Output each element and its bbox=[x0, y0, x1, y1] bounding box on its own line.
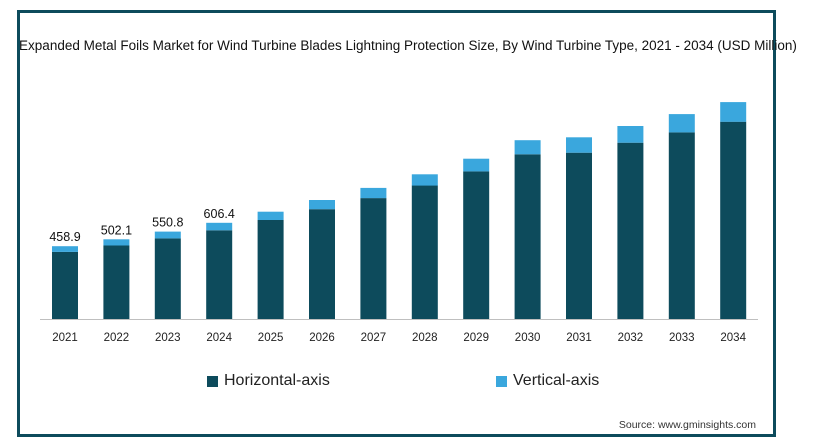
bar-vertical-axis-2026 bbox=[309, 200, 335, 210]
x-tick-label-2027: 2027 bbox=[361, 332, 387, 344]
bar-horizontal-axis-2030 bbox=[514, 154, 541, 319]
legend-swatch-horizontal-axis bbox=[207, 375, 218, 387]
data-label-2024: 606.4 bbox=[204, 207, 235, 221]
legend-item-vertical-axis: Vertical-axis bbox=[496, 372, 599, 390]
bar-vertical-axis-2025 bbox=[257, 211, 284, 220]
x-tick-label-2024: 2024 bbox=[206, 332, 232, 344]
data-label-2021: 458.9 bbox=[49, 230, 80, 244]
bar-vertical-axis-2029 bbox=[463, 158, 490, 172]
data-label-2022: 502.1 bbox=[101, 223, 132, 237]
bar-vertical-axis-2022 bbox=[103, 239, 130, 246]
x-tick-label-2030: 2030 bbox=[515, 332, 541, 344]
bar-horizontal-axis-2021 bbox=[52, 251, 78, 319]
bar-vertical-axis-2023 bbox=[154, 231, 181, 239]
chart-legend: Horizontal-axis Vertical-axis bbox=[0, 372, 816, 394]
bar-horizontal-axis-2032 bbox=[617, 142, 644, 319]
bar-horizontal-axis-2033 bbox=[668, 132, 695, 319]
bar-vertical-axis-2033 bbox=[668, 114, 695, 133]
bar-horizontal-axis-2022 bbox=[103, 245, 130, 319]
bar-vertical-axis-2030 bbox=[514, 140, 541, 155]
legend-label-horizontal-axis: Horizontal-axis bbox=[224, 372, 330, 389]
chart-title: Expanded Metal Foils Market for Wind Tur… bbox=[19, 38, 797, 53]
legend-label-vertical-axis: Vertical-axis bbox=[513, 372, 600, 389]
legend-swatch-vertical-axis bbox=[496, 375, 507, 387]
x-tick-label-2031: 2031 bbox=[566, 332, 592, 344]
x-tick-label-2025: 2025 bbox=[258, 332, 284, 344]
x-tick-label-2021: 2021 bbox=[52, 332, 78, 344]
x-tick-label-2023: 2023 bbox=[155, 332, 181, 344]
source-note: Source: www.gminsights.com bbox=[618, 419, 756, 431]
bar-vertical-axis-2031 bbox=[566, 137, 592, 153]
bar-horizontal-axis-2031 bbox=[566, 152, 592, 319]
bar-horizontal-axis-2023 bbox=[154, 238, 181, 319]
x-tick-label-2033: 2033 bbox=[669, 332, 695, 344]
bar-horizontal-axis-2028 bbox=[411, 185, 438, 319]
bar-vertical-axis-2021 bbox=[52, 246, 78, 252]
bar-vertical-axis-2032 bbox=[617, 126, 644, 143]
data-label-2023: 550.8 bbox=[152, 216, 183, 230]
x-tick-label-2028: 2028 bbox=[412, 332, 438, 344]
bar-horizontal-axis-2029 bbox=[463, 171, 490, 319]
bar-horizontal-axis-2027 bbox=[360, 198, 387, 319]
bar-vertical-axis-2024 bbox=[206, 222, 233, 231]
bar-vertical-axis-2027 bbox=[360, 187, 387, 199]
bar-horizontal-axis-2025 bbox=[257, 220, 284, 319]
chart-frame bbox=[17, 10, 776, 437]
bar-horizontal-axis-2026 bbox=[309, 209, 335, 319]
bar-horizontal-axis-2024 bbox=[206, 230, 233, 319]
x-tick-label-2029: 2029 bbox=[463, 332, 489, 344]
bar-vertical-axis-2034 bbox=[720, 102, 747, 122]
x-tick-label-2032: 2032 bbox=[618, 332, 644, 344]
bar-vertical-axis-2028 bbox=[411, 174, 438, 186]
legend-item-horizontal-axis: Horizontal-axis bbox=[207, 372, 330, 390]
bar-horizontal-axis-2034 bbox=[720, 121, 747, 319]
x-tick-label-2034: 2034 bbox=[720, 332, 746, 344]
x-tick-label-2026: 2026 bbox=[309, 332, 335, 344]
x-tick-label-2022: 2022 bbox=[104, 332, 130, 344]
